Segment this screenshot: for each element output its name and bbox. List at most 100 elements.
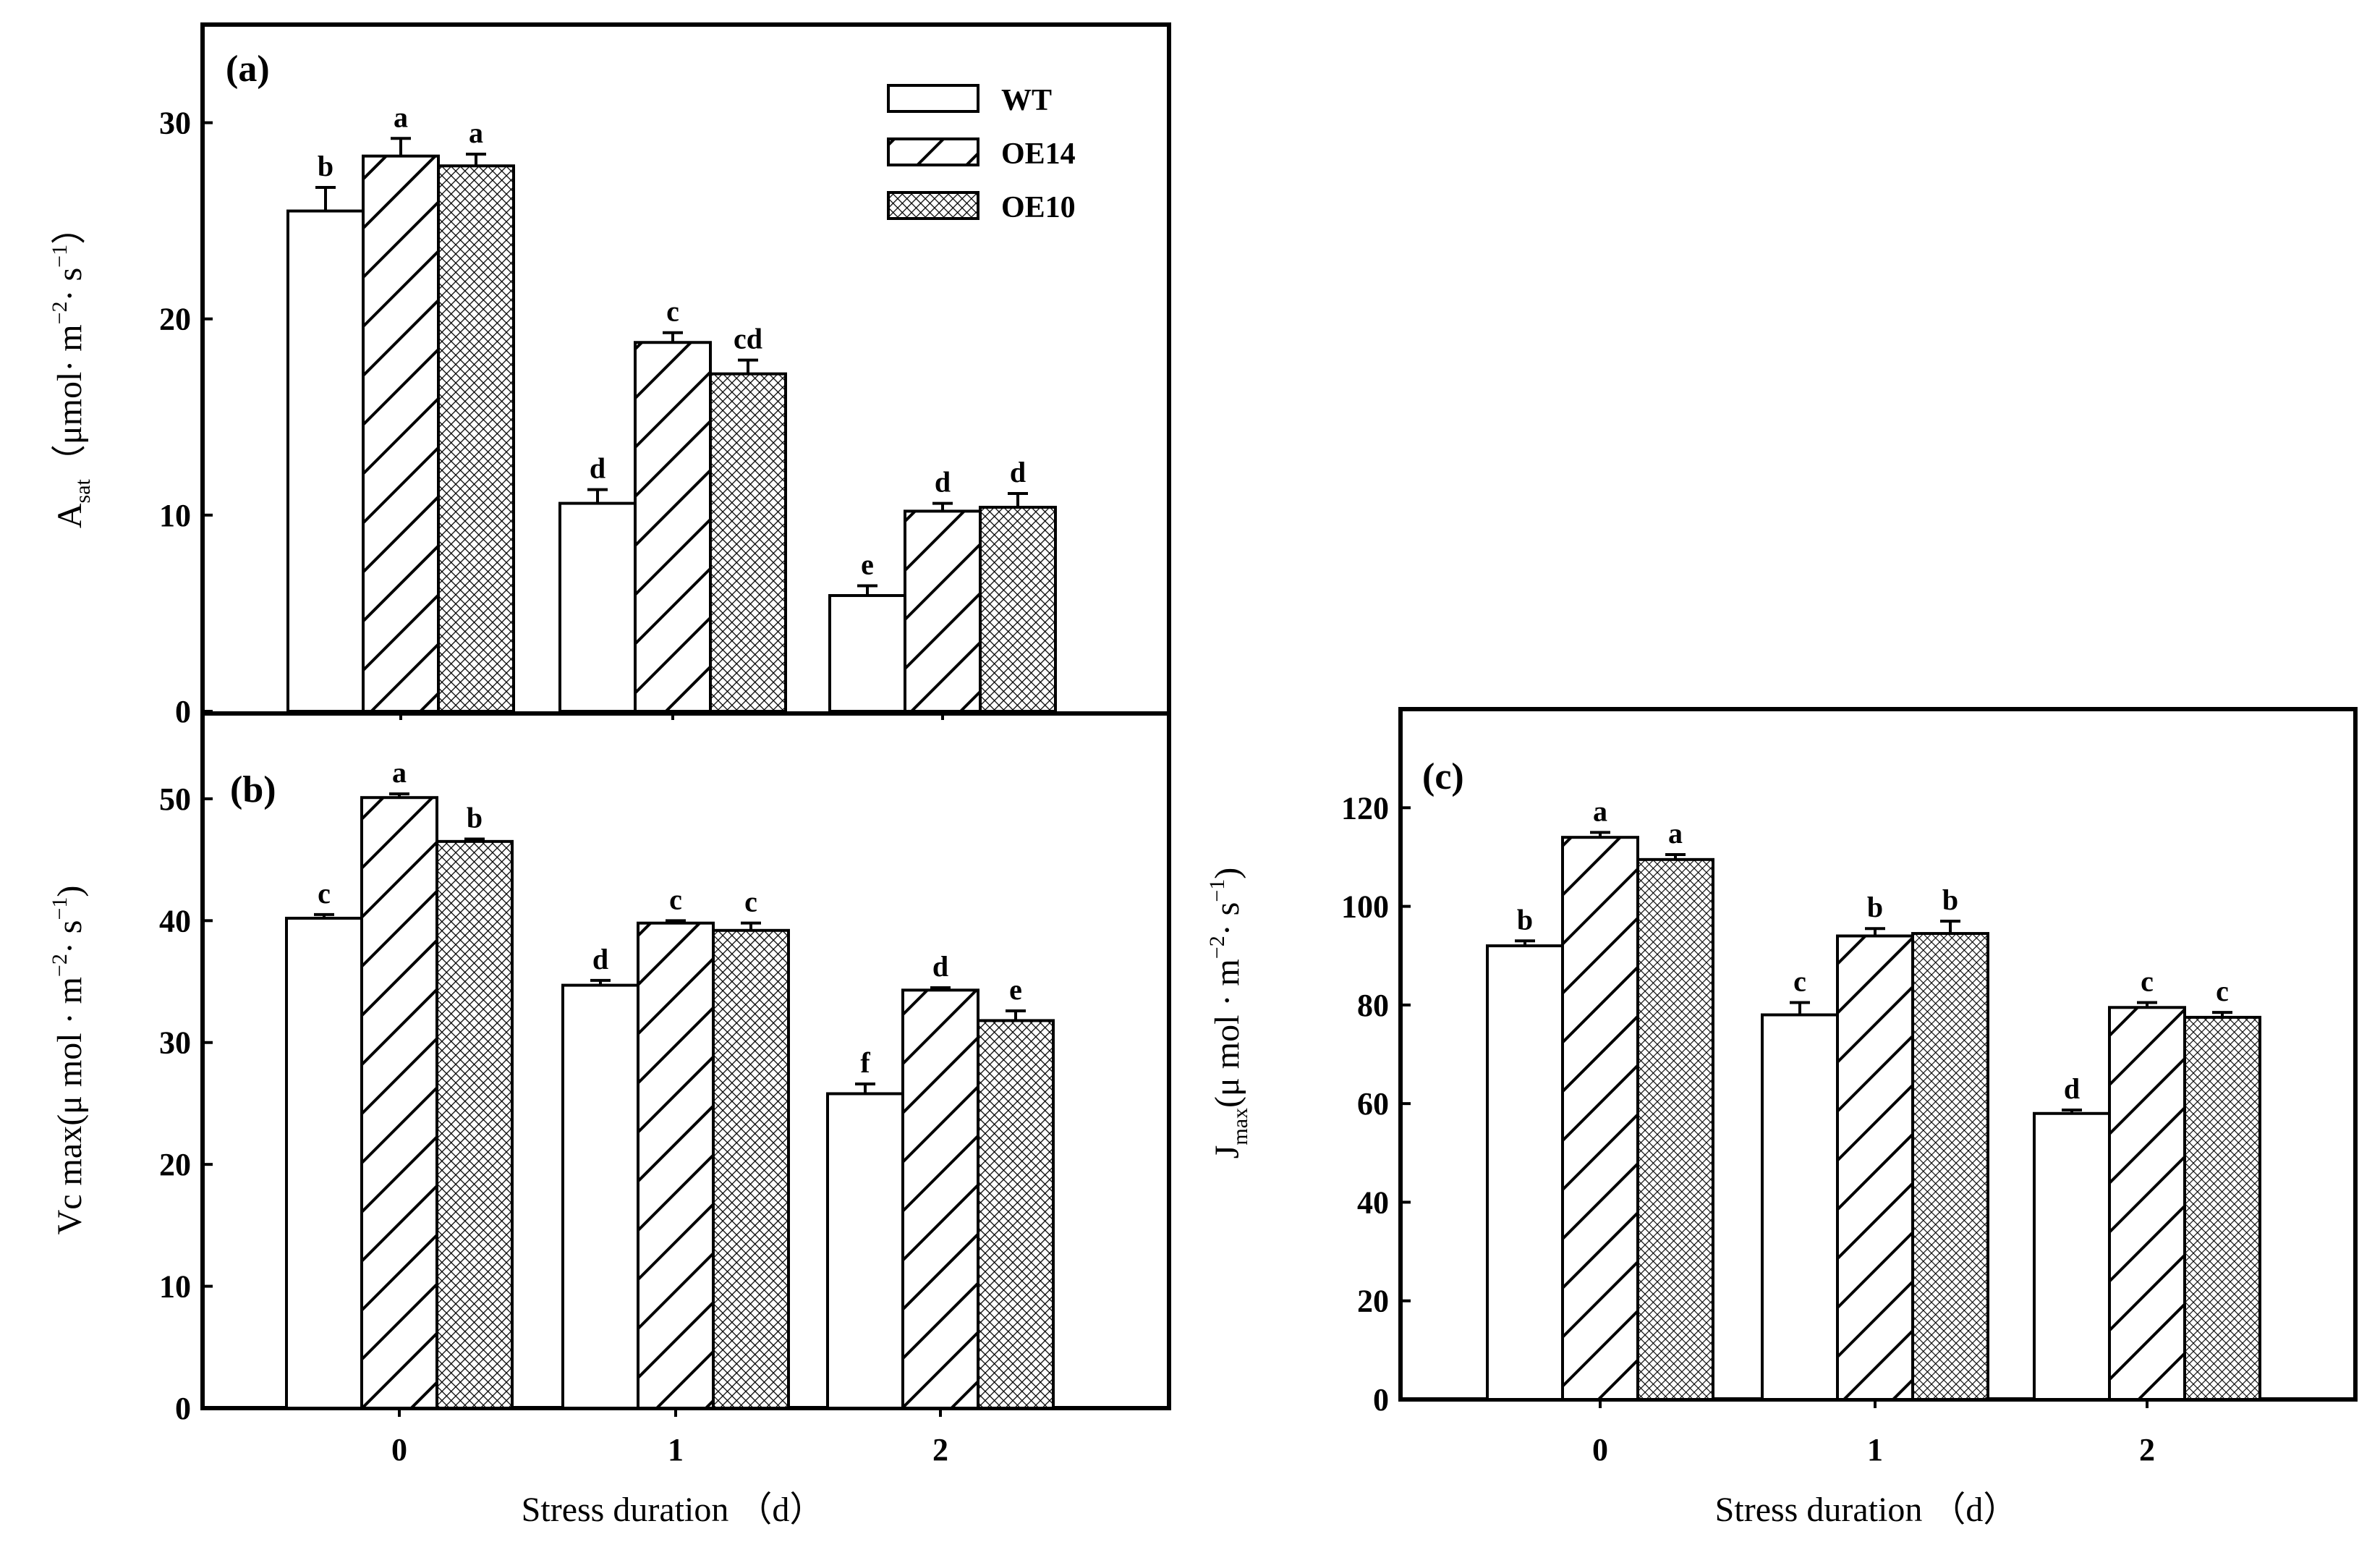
bar-oe10-2: [2183, 1015, 2261, 1401]
significance-letter: c: [318, 877, 331, 910]
significance-letter: b: [318, 150, 333, 182]
y-tick-label: 50: [159, 781, 191, 817]
bar-oe14-0: [362, 154, 440, 713]
bar-wt-2: [826, 1092, 904, 1410]
panel-c-label: (c): [1422, 756, 1464, 797]
y-tick-label: 100: [1341, 889, 1389, 925]
x-tick-label: 2: [932, 1432, 948, 1467]
significance-letter: e: [1009, 973, 1022, 1006]
significance-letter: f: [860, 1046, 870, 1079]
significance-letter: c: [744, 886, 757, 918]
legend-swatch-oe10: [887, 191, 979, 220]
bar-oe10-0: [437, 164, 515, 713]
significance-letter: b: [1867, 891, 1883, 923]
y-tick-label: 30: [159, 1025, 191, 1061]
bar-oe10-0: [1636, 857, 1714, 1401]
significance-letter: a: [392, 756, 407, 789]
panel-b-bars: c d f a c d b c e: [285, 756, 1055, 1410]
y-tick-label: 20: [159, 1147, 191, 1182]
significance-letter: b: [467, 801, 483, 834]
bar-wt-0: [285, 916, 363, 1410]
y-tick-label: 10: [159, 498, 191, 533]
significance-letter: c: [669, 883, 682, 915]
x-tick-label: 1: [1867, 1432, 1883, 1467]
panel-b-ticks: 0 10 20 30 40 50 0 1 2: [159, 781, 948, 1467]
panel-c-bars: b c d a b c a b c: [1486, 795, 2261, 1402]
y-tick-label: 30: [159, 106, 191, 141]
y-tick-label: 60: [1357, 1086, 1389, 1122]
significance-letter: a: [394, 101, 408, 133]
bar-oe14-1: [634, 341, 712, 713]
bar-wt-1: [1761, 1013, 1839, 1401]
legend: WT OE14 OE10: [887, 84, 1076, 224]
panel-a-label: (a): [226, 48, 270, 90]
significance-letter: b: [1942, 884, 1958, 916]
y-tick-label: 40: [1357, 1185, 1389, 1220]
panel-a-ticks: 0 10 20 30: [159, 106, 944, 729]
significance-letter: a: [1593, 795, 1607, 827]
significance-letter: d: [932, 950, 948, 983]
y-tick-label: 10: [159, 1269, 191, 1305]
significance-letter: c: [666, 295, 679, 328]
panel-c-x-label: Stress duration （d）: [1715, 1491, 2018, 1529]
bar-oe10-1: [709, 372, 787, 713]
bar-wt-1: [558, 501, 637, 713]
x-tick-label: 0: [1592, 1432, 1608, 1467]
legend-label-oe10: OE10: [1001, 191, 1076, 224]
y-tick-label: 0: [175, 1391, 191, 1426]
bar-wt-2: [828, 594, 906, 713]
significance-letter: b: [1517, 903, 1533, 936]
panel-b-y-label: Vc max(μ mol · m−2· s−1): [48, 886, 89, 1235]
y-tick-label: 20: [1357, 1284, 1389, 1319]
panel-c-ticks: 0 20 40 60 80 100 120 0 1 2: [1341, 790, 2155, 1467]
bar-oe10-0: [435, 839, 514, 1410]
significance-letter: d: [1010, 456, 1026, 488]
significance-letter: a: [1668, 817, 1683, 850]
panel-b-x-label: Stress duration （d）: [522, 1491, 825, 1529]
significance-letter: c: [2141, 965, 2154, 997]
significance-letter: d: [2064, 1072, 2080, 1105]
significance-letter: c: [2216, 975, 2229, 1007]
bar-wt-1: [561, 983, 639, 1410]
bar-oe10-1: [1911, 932, 1989, 1402]
panel-b-label: (b): [230, 769, 276, 810]
x-tick-label: 0: [391, 1432, 407, 1467]
y-tick-label: 0: [175, 694, 191, 729]
legend-label-wt: WT: [1001, 84, 1052, 117]
bar-oe14-1: [1836, 934, 1914, 1401]
significance-letter: d: [935, 466, 951, 499]
bar-oe14-0: [1561, 836, 1639, 1401]
bar-wt-0: [286, 209, 365, 713]
legend-swatch-oe14: [887, 137, 979, 166]
y-tick-label: 20: [159, 302, 191, 337]
y-tick-label: 120: [1341, 790, 1389, 826]
bar-oe14-2: [904, 509, 982, 713]
bar-wt-2: [2033, 1111, 2111, 1402]
y-tick-label: 80: [1357, 988, 1389, 1023]
bar-oe14-0: [360, 796, 438, 1410]
panel-c-y-label: Jmax(μ mol · m−2· s−1): [1205, 868, 1252, 1159]
significance-letter: d: [590, 452, 605, 485]
panel-c: (c) 0 20 40 60 80 100 120 0 1 2 b c d a b c a b c Jmax(μ …: [1205, 707, 2358, 1529]
bar-oe14-2: [2108, 1006, 2186, 1401]
bar-oe14-1: [637, 921, 715, 1410]
significance-letter: e: [861, 548, 874, 580]
significance-letter: cd: [734, 323, 762, 355]
bar-oe10-2: [979, 506, 1057, 713]
panel-a-y-label: Asat（μmol· m−2· s−1）: [48, 210, 95, 528]
significance-letter: c: [1793, 965, 1806, 997]
legend-label-oe14: OE14: [1001, 137, 1076, 171]
x-tick-label: 1: [668, 1432, 684, 1467]
significance-letter: a: [469, 117, 483, 149]
x-tick-label: 2: [2139, 1432, 2155, 1467]
y-tick-label: 40: [159, 903, 191, 939]
bar-oe10-1: [712, 928, 790, 1410]
bar-oe14-2: [901, 988, 979, 1410]
panel-b: (b) 0 10 20 30 40 50 0 1 2 c d f a c d b c e Vc max(μ mo…: [48, 711, 1171, 1529]
legend-swatch-wt: [887, 84, 979, 113]
bar-oe10-2: [977, 1019, 1055, 1410]
bar-wt-0: [1486, 944, 1564, 1401]
significance-letter: d: [592, 943, 608, 975]
